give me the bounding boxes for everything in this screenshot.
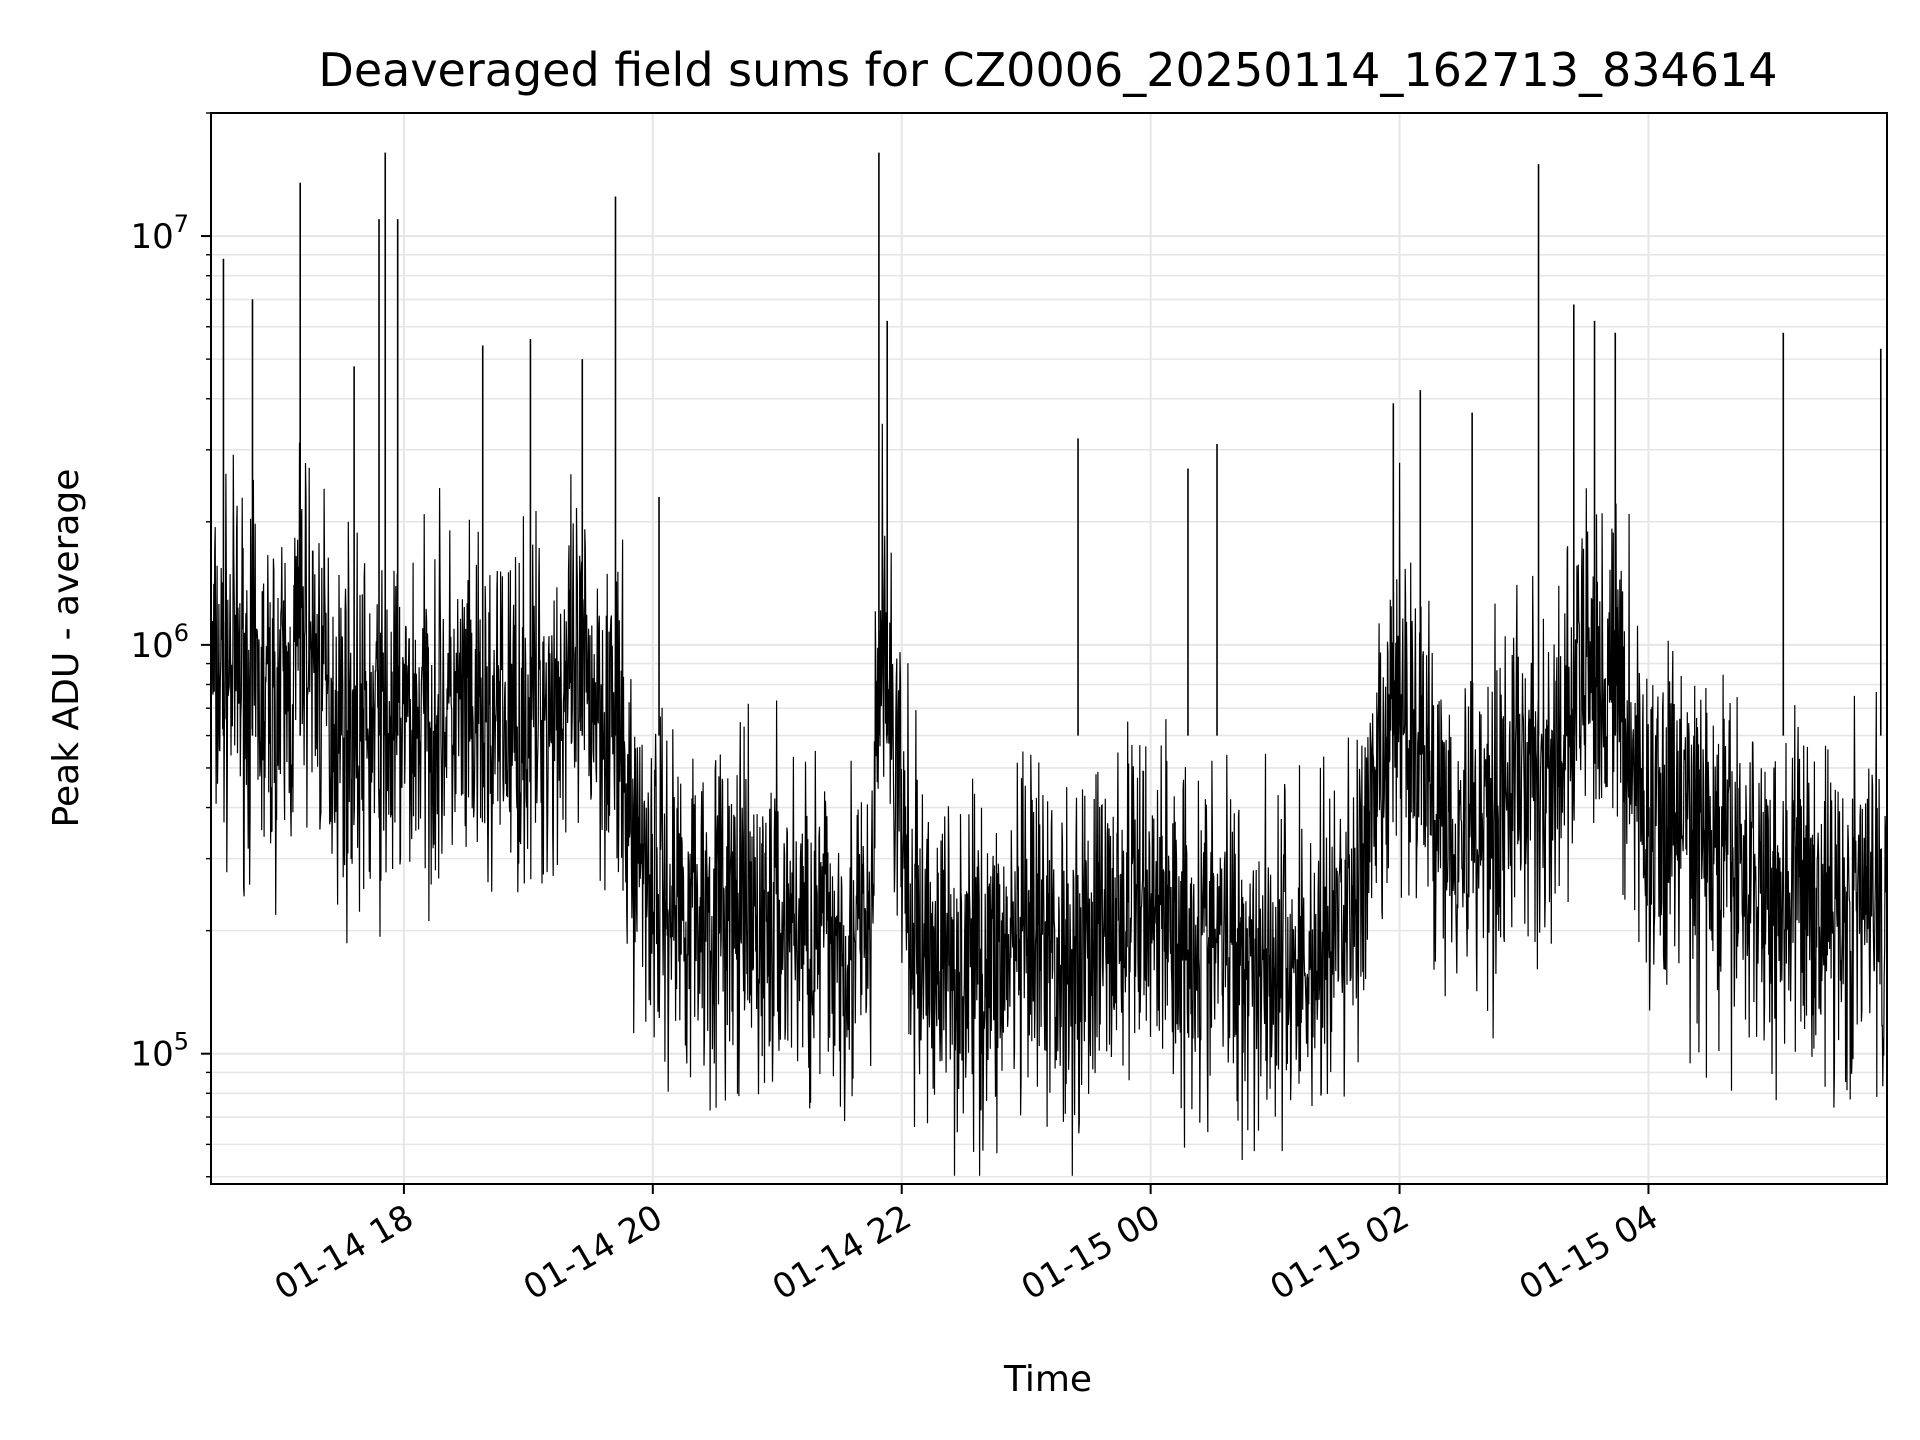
chart-title: Deaveraged field sums for CZ0006_2025011…	[318, 43, 1777, 97]
y-tick-label: 106	[130, 619, 189, 666]
x-axis-label: Time	[1003, 1359, 1092, 1400]
plot-frame	[210, 112, 1888, 1185]
y-tick-label: 105	[130, 1028, 189, 1075]
y-tick-label: 107	[130, 210, 189, 257]
y-axis-label: Peak ADU - average	[46, 469, 87, 828]
series-line	[210, 423, 1888, 1176]
data-layer	[210, 152, 1888, 1176]
